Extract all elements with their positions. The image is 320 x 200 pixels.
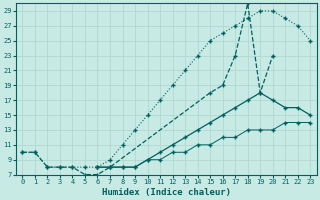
X-axis label: Humidex (Indice chaleur): Humidex (Indice chaleur) — [102, 188, 231, 197]
